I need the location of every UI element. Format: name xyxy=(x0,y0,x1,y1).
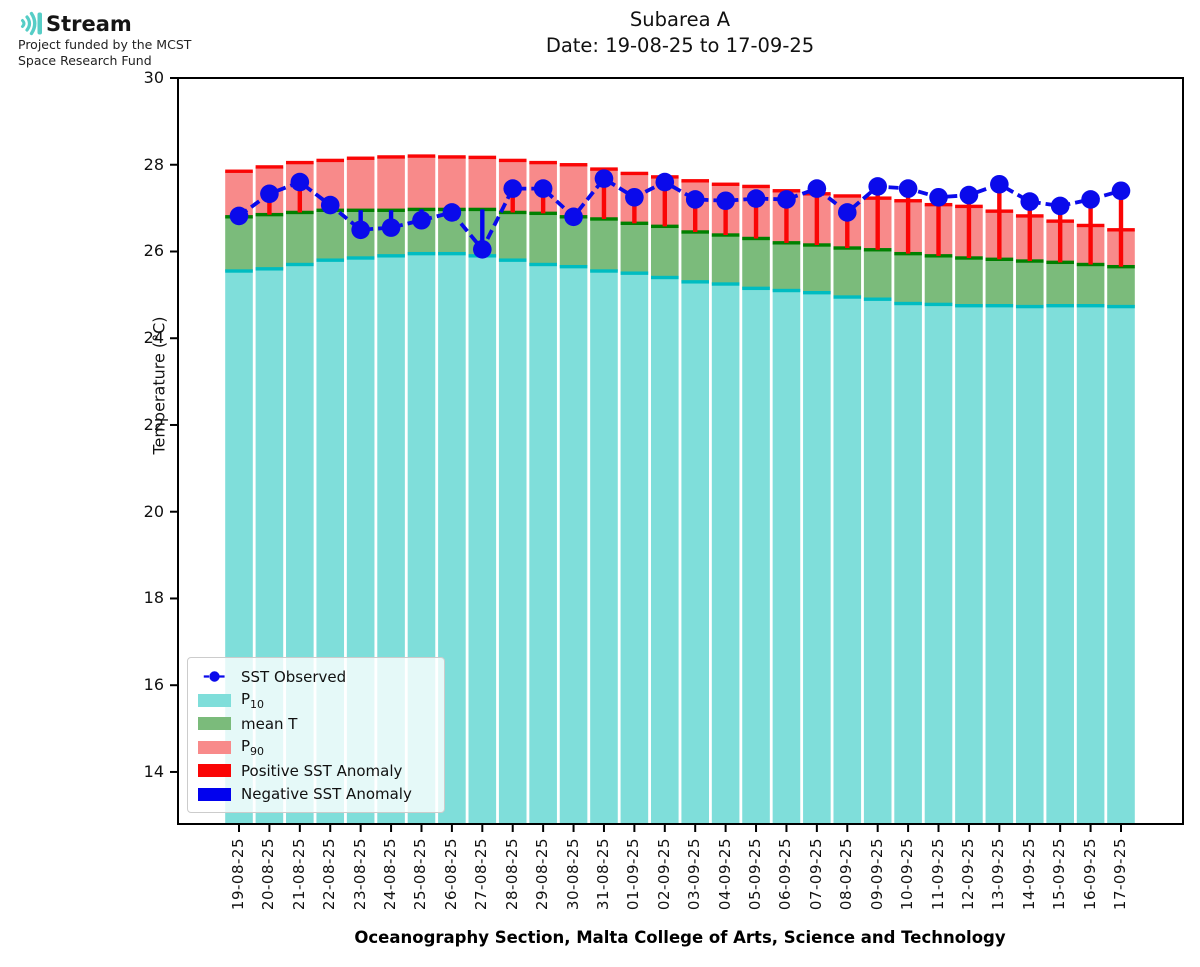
x-tick-label: 29-08-25 xyxy=(533,838,552,911)
x-tick-label: 07-09-25 xyxy=(806,838,825,911)
y-tick-label: 14 xyxy=(143,761,164,781)
legend-item-negative-anomaly: Negative SST Anomaly xyxy=(198,783,434,806)
x-tick-label: 12-09-25 xyxy=(958,838,977,911)
x-tick-label: 19-08-25 xyxy=(229,838,247,911)
x-tick-label: 05-09-25 xyxy=(746,838,765,911)
x-tick-label: 22-08-25 xyxy=(320,838,339,911)
mean-t-swatch xyxy=(198,717,231,731)
funding-text-line1: Project funded by the MCST xyxy=(18,37,192,52)
x-axis-label: Oceanography Section, Malta College of A… xyxy=(354,928,1006,947)
x-tick-label: 01-09-25 xyxy=(624,838,643,911)
x-tick-label: 21-08-25 xyxy=(289,838,308,911)
x-tick-label: 08-09-25 xyxy=(837,838,856,911)
y-tick-label: 20 xyxy=(143,501,164,521)
y-tick-label: 16 xyxy=(143,675,164,695)
negative-anomaly-swatch xyxy=(198,787,231,801)
legend-item-positive-anomaly: Positive SST Anomaly xyxy=(198,759,434,782)
x-tick-label: 17-09-25 xyxy=(1111,838,1129,911)
x-tick-label: 11-09-25 xyxy=(928,838,947,911)
x-tick-label: 15-09-25 xyxy=(1050,838,1069,911)
legend-label-mean-t: mean T xyxy=(241,714,298,733)
y-tick-label: 22 xyxy=(143,414,164,434)
y-tick-label: 24 xyxy=(143,328,164,348)
legend-label-p10: P10 xyxy=(241,689,265,711)
legend-label-negative-anomaly: Negative SST Anomaly xyxy=(241,785,412,804)
legend-item-p90: P90 xyxy=(198,736,434,759)
x-tick-label: 06-09-25 xyxy=(776,838,795,911)
observed-markers xyxy=(229,169,1131,259)
x-tick-label: 28-08-25 xyxy=(502,838,521,911)
y-tick-label: 18 xyxy=(143,588,164,608)
legend-label-positive-anomaly: Positive SST Anomaly xyxy=(241,761,403,780)
axis-ticks xyxy=(170,77,1122,832)
legend-label-p90: P90 xyxy=(241,736,265,758)
logo-name: Stream xyxy=(46,11,132,36)
observed-line-marker xyxy=(203,671,226,682)
x-tick-label: 13-09-25 xyxy=(989,838,1008,911)
x-tick-label: 30-08-25 xyxy=(563,838,582,911)
x-tick-label: 27-08-25 xyxy=(472,838,491,911)
stream-logo: Stream Project funded by the MCST Space … xyxy=(18,10,191,69)
legend-item-p10: P10 xyxy=(198,689,434,712)
positive-anomaly-swatch xyxy=(198,764,231,778)
x-tick-label: 04-09-25 xyxy=(715,838,734,911)
x-tick-label: 09-09-25 xyxy=(867,838,886,911)
legend: SST Observed P10 mean T P90 Positive SST… xyxy=(187,657,445,813)
axis-frame xyxy=(177,77,1184,825)
x-tick-label: 23-08-25 xyxy=(350,838,369,911)
stream-wave-icon xyxy=(21,11,42,36)
x-tick-label: 31-08-25 xyxy=(593,838,612,911)
legend-item-mean-t: mean T xyxy=(198,712,434,735)
x-tick-label: 14-09-25 xyxy=(1019,838,1038,911)
title-block: Subarea A Date: 19-08-25 to 17-09-25 xyxy=(380,8,980,57)
p10-swatch xyxy=(198,693,231,707)
x-tick-label: 02-09-25 xyxy=(654,838,673,911)
funding-text-line2: Space Research Fund xyxy=(18,53,152,68)
y-tick-label: 30 xyxy=(143,68,164,87)
x-tick-label: 25-08-25 xyxy=(411,838,430,911)
legend-item-sst-observed: SST Observed xyxy=(198,665,434,688)
chart-title: Subarea A xyxy=(629,8,731,31)
y-tick-label: 28 xyxy=(143,154,164,174)
x-tick-label: 20-08-25 xyxy=(259,838,278,911)
x-tick-label: 03-09-25 xyxy=(685,838,704,911)
x-tick-label: 24-08-25 xyxy=(381,838,400,911)
chart-subtitle: Date: 19-08-25 to 17-09-25 xyxy=(545,34,815,57)
y-tick-label: 26 xyxy=(143,241,164,261)
x-tick-label: 10-09-25 xyxy=(898,838,917,911)
p90-swatch xyxy=(198,740,231,754)
legend-label-sst-observed: SST Observed xyxy=(241,667,347,686)
x-tick-label: 26-08-25 xyxy=(441,838,460,911)
x-tick-label: 16-09-25 xyxy=(1080,838,1099,911)
